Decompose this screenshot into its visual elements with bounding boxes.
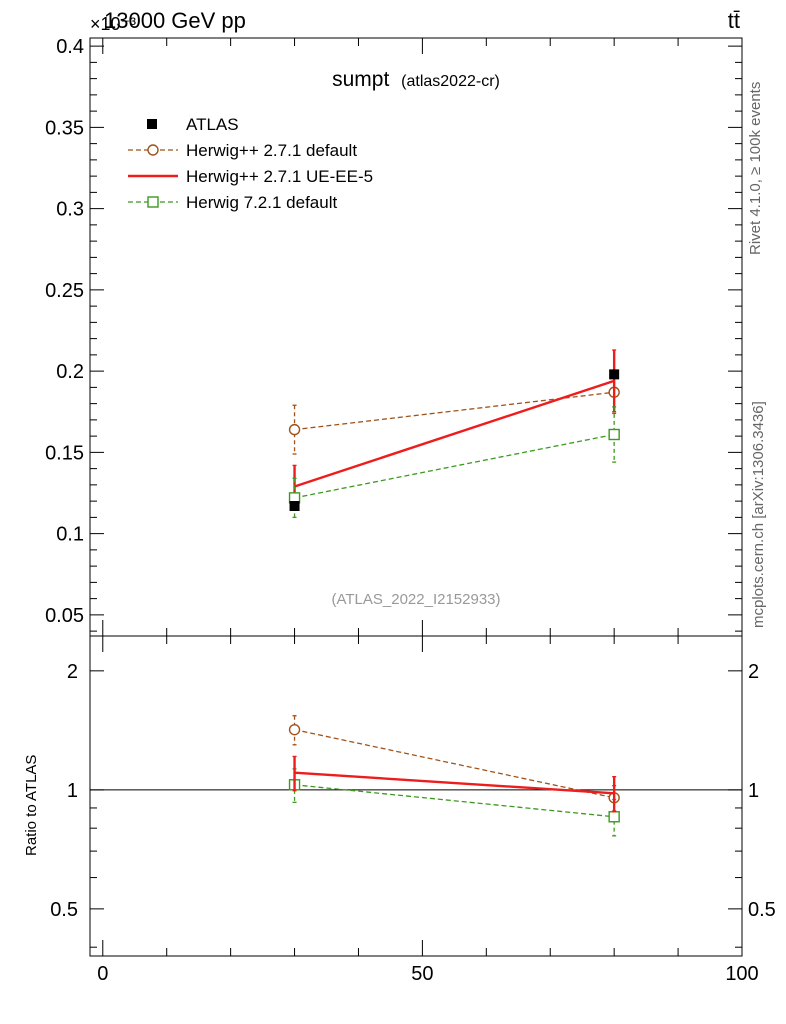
header-right-label: tt̄ [728, 8, 740, 33]
mcplots-label: mcplots.cern.ch [arXiv:1306.3436] [750, 401, 767, 628]
chart-subtitle: (atlas2022-cr) [401, 73, 500, 90]
legend-label: Herwig 7.2.1 default [186, 193, 337, 212]
series-line [294, 729, 615, 799]
chart-title-main: sumpt [332, 68, 389, 91]
main-panel: 0.05 0.1 0.15 0.2 0.25 0.3 0.35 0.4 sumpt (atla… [45, 36, 743, 637]
x-tick-label: 50 [411, 963, 433, 985]
main-x-ticks [102, 38, 743, 636]
legend-label: Herwig++ 2.7.1 UE-EE-5 [186, 167, 373, 186]
header-left-label: 13000 GeV pp [104, 8, 246, 33]
y-tick-label: 0.2 [56, 361, 84, 383]
data-point [609, 369, 620, 380]
main-data-points [289, 369, 620, 511]
legend: ATLAS Herwig++ 2.7.1 default Herwig++ 2.7.… [128, 115, 373, 212]
legend-marker [147, 196, 159, 208]
legend-label: ATLAS [186, 115, 239, 134]
analysis-label: (ATLAS_2022_I2152933) [331, 591, 500, 608]
header-exponent-label: ×10⁻³ [90, 14, 136, 34]
y-tick-label: 0.3 [56, 199, 84, 221]
x-tick-label: 0 [97, 963, 108, 985]
ratio-panel: 0.5 0.5 1 1 2 2 0 50 100 Ratio to ATLAS [23, 635, 776, 985]
chart-title: sumpt (atlas2022-cr) [332, 68, 500, 91]
series-marker [608, 811, 620, 823]
y-tick-label: 0.4 [56, 36, 84, 58]
ratio-series [288, 715, 620, 837]
ratio-y-label: Ratio to ATLAS [23, 755, 40, 856]
series-marker [288, 423, 301, 436]
ratio-tick-label-right: 2 [748, 661, 759, 683]
ratio-x-axis: 0 50 100 [97, 636, 759, 985]
ratio-frame [89, 635, 743, 957]
x-tick-label: 100 [725, 963, 758, 985]
series-line [294, 784, 615, 818]
ratio-tick-label-left: 2 [67, 661, 78, 683]
legend-label: Herwig++ 2.7.1 default [186, 141, 357, 160]
series-marker [608, 428, 620, 441]
y-tick-label: 0.05 [45, 605, 84, 627]
series-line [294, 771, 615, 795]
y-tick-label: 0.15 [45, 442, 84, 464]
legend-marker-data [147, 119, 157, 129]
main-series [288, 349, 620, 519]
ratio-tick-label-left: 0.5 [50, 899, 78, 921]
series-line [294, 433, 615, 499]
y-tick-label: 0.35 [45, 117, 84, 139]
rivet-label: Rivet 4.1.0, ≥ 100k events [747, 82, 764, 255]
data-point [289, 501, 300, 511]
ratio-tick-label-right: 0.5 [748, 899, 776, 921]
ratio-tick-label-right: 1 [748, 780, 759, 802]
legend-marker [147, 144, 159, 156]
y-tick-label: 0.1 [56, 524, 84, 546]
series-marker [288, 723, 301, 736]
y-tick-label: 0.25 [45, 280, 84, 302]
ratio-tick-label-left: 1 [67, 780, 78, 802]
ratio-y-axis: 0.5 0.5 1 1 2 2 [50, 661, 776, 948]
main-y-axis: 0.05 0.1 0.15 0.2 0.25 0.3 0.35 0.4 [45, 36, 742, 632]
series-line [294, 379, 615, 488]
